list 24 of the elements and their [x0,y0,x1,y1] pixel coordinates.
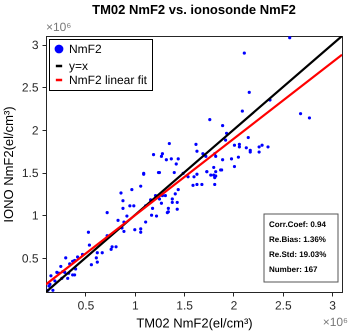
x-tick-label: 3 [329,298,336,312]
x-tick-label: 1 [132,298,139,312]
x-tick-label: 0.5 [78,298,95,312]
text: ×10⁶ [46,20,72,34]
x-axis-title: TM02 NmF2(el/cm³) [136,316,253,330]
y-tick-label: 1 [32,208,39,223]
annotation: Number: 167 [269,265,318,274]
y-tick-label: 0.5 [22,251,39,266]
annotation: Re.Std: 19.03% [269,250,326,259]
annotation: Corr.Coef: 0.94 [269,220,326,229]
x-tick-label: 2.5 [274,298,292,312]
legend-label: y=x [69,59,88,73]
annotation: Re.Bias: 1.36% [269,235,326,244]
text: ×10⁶ [322,315,348,329]
y-tick-label: 2.5 [22,80,39,95]
legend-label: NmF2 [69,42,102,56]
y-axis-title: IONO NmF2(el/cm³) [0,106,16,223]
y-tick-label: 2 [32,123,39,138]
chart-title: TM02 NmF2 vs. ionosonde NmF2 [92,2,296,17]
y-tick-label: 3 [32,38,39,52]
x-tick-label: 2 [230,298,238,312]
x-tick-label: 1.5 [176,298,194,312]
y-tick-label: 1.5 [22,166,39,180]
legend-label: NmF2 linear fit [69,73,148,87]
